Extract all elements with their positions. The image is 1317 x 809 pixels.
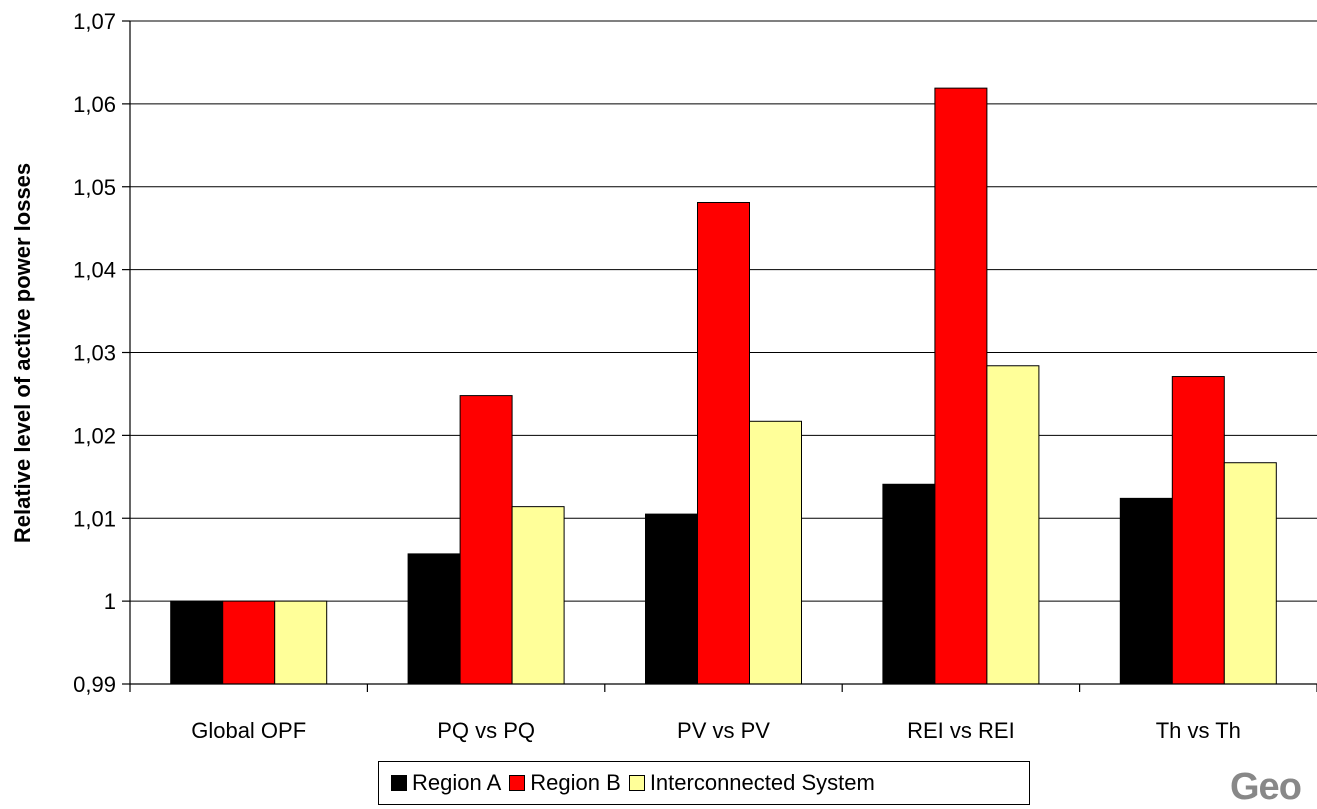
category-label: PQ vs PQ: [437, 718, 535, 743]
watermark-logo: Geo: [1230, 766, 1302, 808]
y-tick-label: 1: [104, 589, 116, 614]
y-axis-label: Relative level of active power losses: [10, 163, 35, 543]
bar-region-a: [407, 553, 461, 685]
bar-region-b: [934, 87, 988, 685]
category-label: Global OPF: [191, 718, 306, 743]
y-tick-label: 1,06: [73, 92, 116, 117]
bar-region-b: [459, 395, 513, 685]
x-tick-labels: Global OPF PQ vs PQ PV vs PV REI vs REI Th v…: [191, 718, 1241, 743]
y-tick-label: 1,03: [73, 341, 116, 366]
legend-label: Interconnected System: [649, 770, 875, 795]
y-tick-label: 1,07: [73, 9, 116, 34]
bar-interconnected-system: [274, 600, 328, 685]
bar-region-b: [1171, 376, 1225, 685]
legend-item: Region A: [391, 770, 501, 796]
bar-region-a: [882, 483, 936, 685]
legend: Region A Region B Interconnected System: [378, 761, 1030, 805]
axes: [122, 20, 1317, 692]
y-tick-labels: 0,99 1 1,01 1,02 1,03 1,04 1,05 1,06 1,07: [73, 9, 116, 697]
legend-label: Region B: [530, 770, 621, 795]
bar-interconnected-system: [1223, 462, 1277, 685]
bar-interconnected-system: [986, 365, 1040, 685]
y-tick-label: 0,99: [73, 672, 116, 697]
y-tick-label: 1,01: [73, 506, 116, 531]
legend-item: Interconnected System: [628, 770, 875, 796]
bar-region-a: [1119, 497, 1173, 685]
legend-swatch: [628, 775, 645, 791]
bar-region-a: [170, 600, 224, 685]
y-tick-label: 1,02: [73, 423, 116, 448]
category-label: Th vs Th: [1156, 718, 1241, 743]
y-tick-label: 1,04: [73, 258, 116, 283]
bar-region-a: [645, 513, 698, 685]
legend-label: Region A: [412, 770, 502, 795]
bar-interconnected-system: [749, 420, 802, 685]
legend-item: Region B: [509, 770, 621, 796]
legend-swatch: [509, 775, 526, 791]
bars: [170, 87, 1277, 685]
category-label: PV vs PV: [677, 718, 770, 743]
category-label: REI vs REI: [907, 718, 1015, 743]
bar-region-b: [222, 600, 276, 685]
legend-swatch: [391, 775, 407, 791]
y-tick-label: 1,05: [73, 175, 116, 200]
bar-interconnected-system: [511, 506, 565, 685]
bar-region-b: [697, 201, 750, 685]
